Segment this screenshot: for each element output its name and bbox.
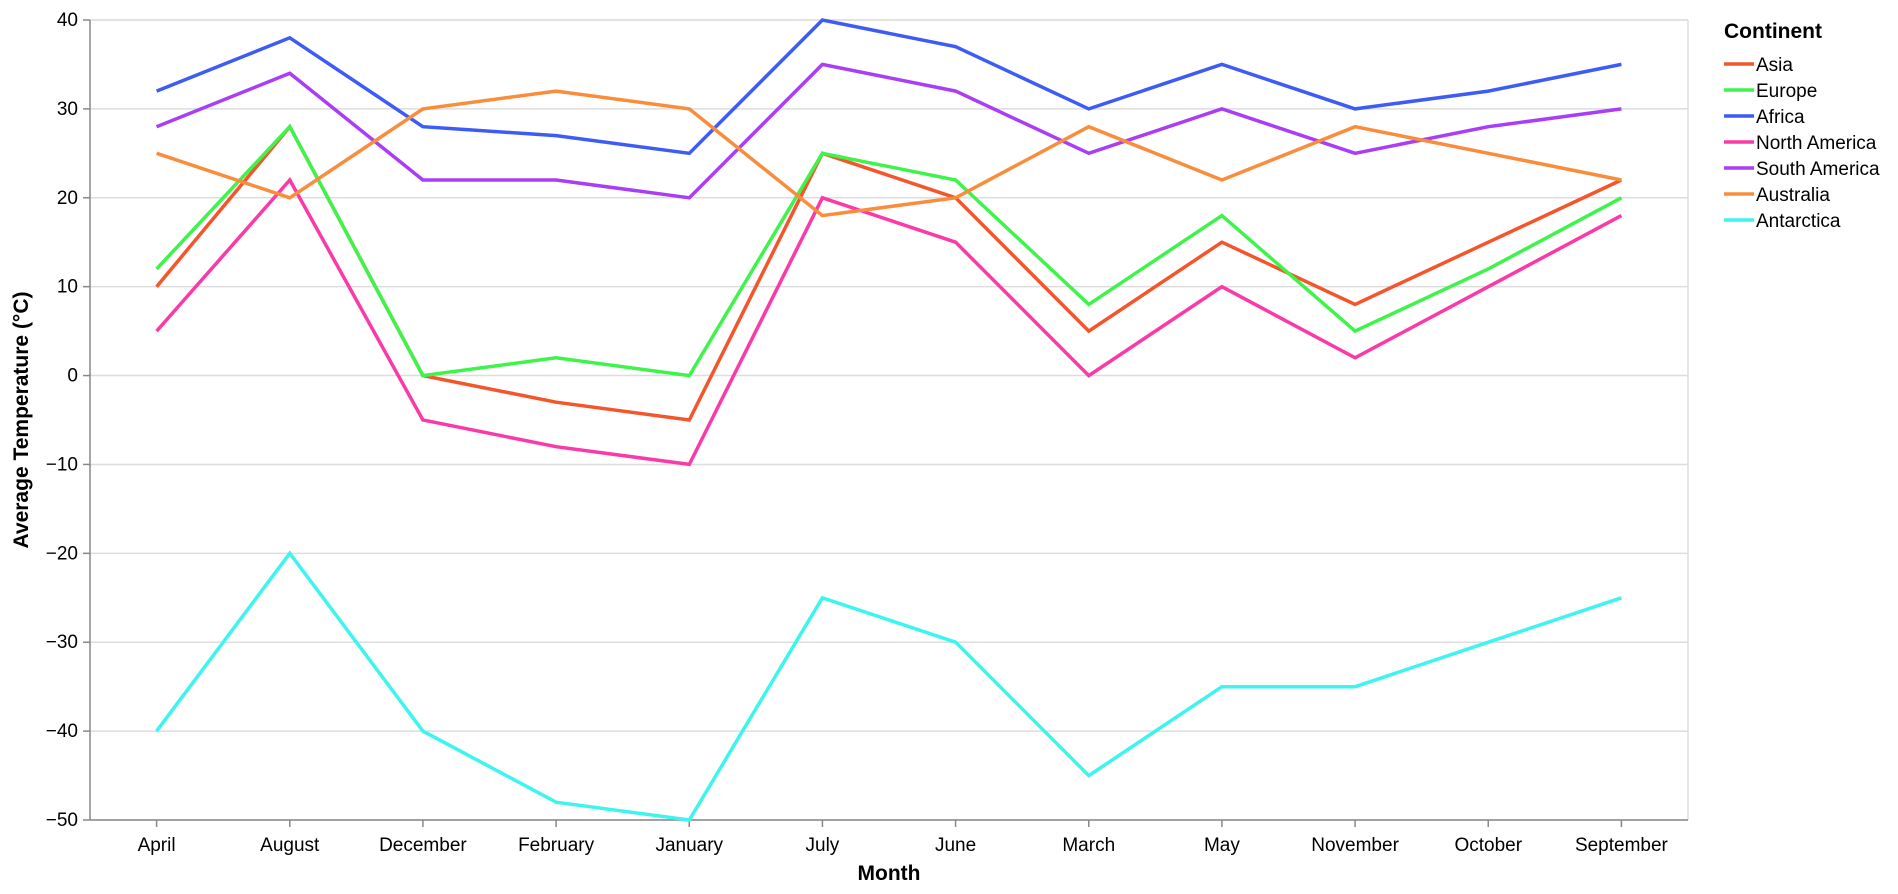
legend: Continent Asia Europe Africa North America S… (1724, 20, 1880, 232)
x-tick-label: November (1311, 835, 1399, 856)
series-line-australia (156, 89, 1622, 218)
y-tick-label: −30 (46, 632, 78, 653)
x-tick-label: July (806, 835, 840, 856)
y-axis-title: Average Temperature (°C) (10, 292, 33, 549)
x-tick-label: December (379, 835, 467, 856)
legend-items: Asia Europe Africa North America South Ameri… (1724, 55, 1880, 232)
legend-label-europe: Europe (1756, 81, 1817, 102)
legend-label-south-america: South America (1756, 159, 1880, 180)
x-tick-label: August (260, 835, 320, 856)
x-tick-label: February (518, 835, 595, 856)
y-tick-label: −40 (46, 721, 78, 742)
x-tick-label: September (1575, 835, 1669, 856)
series-line-europe (155, 123, 1623, 378)
x-tick-label: June (935, 835, 976, 856)
legend-label-australia: Australia (1756, 185, 1830, 206)
x-tick-label: March (1062, 835, 1115, 856)
y-tick-label: −50 (46, 810, 78, 831)
x-axis-title: Month (858, 862, 921, 885)
y-tick-label: −20 (46, 543, 78, 564)
y-tick-label: 40 (57, 10, 78, 31)
series-line-north-america (155, 176, 1623, 467)
x-tick-label: April (138, 835, 176, 856)
series-layer (155, 18, 1623, 822)
series-line-antarctica (155, 550, 1622, 822)
legend-label-antarctica: Antarctica (1756, 211, 1841, 232)
y-tick-label: 0 (67, 366, 78, 387)
legend-label-africa: Africa (1756, 107, 1805, 128)
series-line-africa (155, 18, 1622, 156)
y-tick-label: 30 (57, 99, 78, 120)
x-tick-label: January (655, 835, 723, 856)
legend-title: Continent (1724, 20, 1822, 43)
y-tick-label: 10 (57, 277, 78, 298)
y-tick-label: −10 (46, 454, 78, 475)
legend-label-asia: Asia (1756, 55, 1793, 76)
x-tick-label: May (1204, 835, 1240, 856)
axes: 40 30 20 10 0 −10 −20 −30 −40 −50 April August Decem… (46, 10, 1688, 856)
legend-label-north-america: North America (1756, 133, 1877, 154)
x-tick-label: October (1454, 835, 1522, 856)
y-tick-label: 20 (57, 188, 78, 209)
series-line-south-america (155, 62, 1622, 200)
grid-layer (90, 19, 1689, 821)
